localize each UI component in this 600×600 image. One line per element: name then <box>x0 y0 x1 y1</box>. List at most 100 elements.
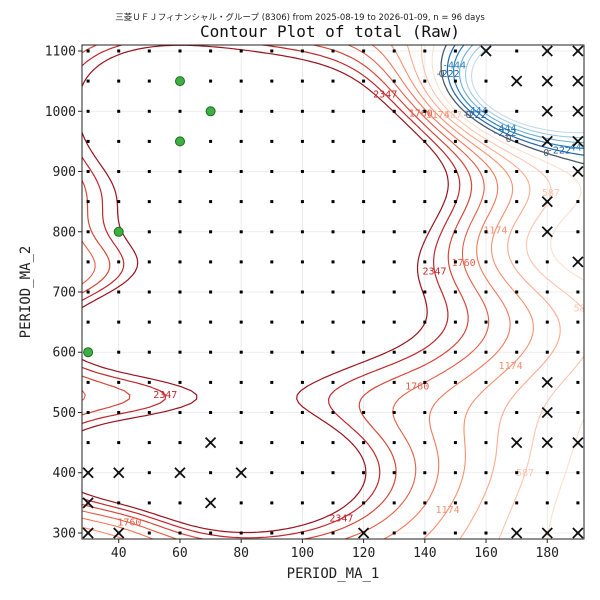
sample-point <box>178 200 182 204</box>
sample-point <box>300 350 304 354</box>
worst-point-marker <box>82 527 94 539</box>
sample-point <box>515 230 519 234</box>
sample-point <box>453 471 457 475</box>
sample-point <box>331 49 335 53</box>
sample-point <box>270 200 274 204</box>
sample-point <box>239 290 243 294</box>
sample-point <box>147 441 151 445</box>
sample-point <box>239 411 243 414</box>
sample-point <box>453 441 457 445</box>
sample-point <box>331 380 335 384</box>
sample-point <box>209 411 213 414</box>
sample-point <box>147 200 151 204</box>
contour-label: 587 <box>574 304 592 315</box>
contour-label: 0 <box>439 69 445 80</box>
sample-point <box>239 79 243 83</box>
worst-point-marker <box>572 436 584 449</box>
worst-point-marker <box>541 376 553 389</box>
worst-point-marker <box>357 527 370 539</box>
sample-point <box>117 290 121 294</box>
sample-point <box>239 139 243 143</box>
sample-point <box>362 471 366 475</box>
sample-point <box>576 230 580 234</box>
sample-point <box>423 200 427 204</box>
contour-line <box>82 45 534 539</box>
sample-point <box>209 260 213 264</box>
sample-point <box>209 350 213 354</box>
sample-point <box>392 139 396 143</box>
sample-point <box>331 441 335 445</box>
sample-point <box>484 260 488 264</box>
sample-point <box>178 380 182 384</box>
y-tick-label: 1100 <box>45 45 76 60</box>
sample-point <box>331 200 335 204</box>
sample-point <box>392 471 396 475</box>
sample-point <box>300 260 304 264</box>
contour-label: 1174 <box>426 110 450 121</box>
sample-point <box>423 320 427 324</box>
contour-label: -444 <box>564 143 588 154</box>
sample-point <box>392 79 396 83</box>
y-axis-label: PERIOD_MA_2 <box>18 246 34 339</box>
sample-point <box>239 350 243 354</box>
contour-label: -222 <box>436 69 460 80</box>
sample-point <box>209 380 213 384</box>
contour-line <box>82 45 511 539</box>
contour-line <box>446 45 584 156</box>
contour-label: 1760 <box>405 382 429 393</box>
sample-point <box>392 170 396 173</box>
y-tick-label: 1000 <box>45 105 76 120</box>
sample-point <box>362 230 366 234</box>
sample-point <box>423 260 427 264</box>
sample-point <box>392 350 396 354</box>
worst-point-marker <box>541 75 553 87</box>
sample-point <box>545 350 549 354</box>
contour-line <box>82 45 473 539</box>
sample-point <box>484 411 488 414</box>
sample-point <box>209 531 213 535</box>
best-point-marker <box>175 136 185 147</box>
sample-point <box>331 109 335 113</box>
extreme-markers <box>82 45 584 539</box>
contour-label: 1760 <box>117 518 141 529</box>
sample-point <box>147 49 151 53</box>
sample-point <box>423 531 427 535</box>
x-tick-label: 140 <box>413 546 436 561</box>
sample-point <box>392 501 396 505</box>
sample-point <box>270 170 274 173</box>
sample-point <box>545 501 549 505</box>
sample-point <box>392 109 396 113</box>
sample-point <box>515 109 519 113</box>
sample-point <box>515 49 519 53</box>
sample-point <box>270 290 274 294</box>
sample-point <box>362 380 366 384</box>
sample-point <box>117 441 121 445</box>
sample-point <box>545 170 549 173</box>
sample-point <box>239 501 243 505</box>
sample-point <box>484 501 488 505</box>
sample-point <box>178 531 182 535</box>
sample-point <box>270 230 274 234</box>
worst-point-marker <box>511 436 523 449</box>
sample-point <box>117 501 121 505</box>
sample-point <box>484 139 488 143</box>
sample-point <box>239 260 243 264</box>
best-point-marker <box>83 347 94 358</box>
sample-point <box>300 441 304 445</box>
sample-point <box>117 380 121 384</box>
sample-point <box>515 501 519 505</box>
sample-point <box>362 320 366 324</box>
sample-point <box>392 260 396 264</box>
sample-point <box>300 109 304 113</box>
sample-point <box>239 170 243 173</box>
sample-point <box>484 200 488 204</box>
sample-point <box>300 320 304 324</box>
contour-label: 0 <box>506 134 512 145</box>
sample-point <box>453 350 457 354</box>
y-tick-label: 500 <box>53 406 76 421</box>
sample-point <box>178 49 182 53</box>
sample-point <box>545 290 549 294</box>
sample-point <box>484 350 488 354</box>
contour-label: -222 <box>463 110 487 121</box>
contour-label: 587 <box>444 110 462 121</box>
